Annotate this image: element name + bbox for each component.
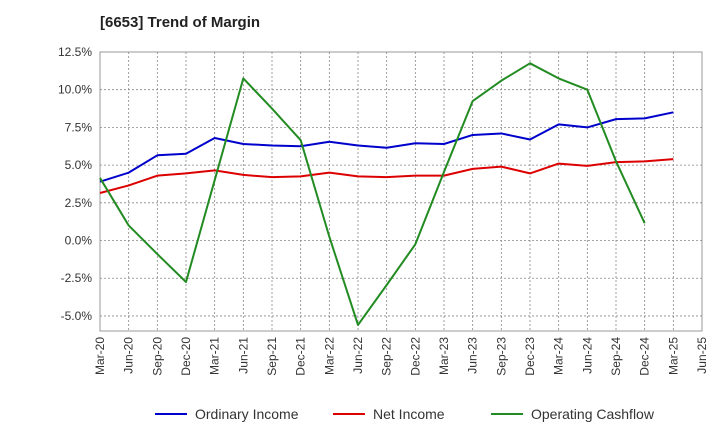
x-tick-label: Dec-22 xyxy=(408,337,422,376)
legend-label: Operating Cashflow xyxy=(531,406,655,422)
series-line-ordinary-income xyxy=(99,111,674,183)
x-tick-label: Mar-21 xyxy=(208,337,222,375)
x-tick-label: Dec-20 xyxy=(179,337,193,376)
y-tick-label: 7.5% xyxy=(65,120,93,134)
x-tick-label: Sep-20 xyxy=(150,337,164,376)
x-tick-label: Jun-20 xyxy=(122,337,136,374)
x-tick-label: Jun-21 xyxy=(236,337,250,374)
legend-label: Ordinary Income xyxy=(195,406,299,422)
axes: 12.5%10.0%7.5%5.0%2.5%0.0%-2.5%-5.0%Mar-… xyxy=(58,45,709,376)
x-tick-label: Mar-20 xyxy=(93,337,107,375)
x-tick-label: Jun-24 xyxy=(580,337,594,374)
y-tick-label: 12.5% xyxy=(58,45,92,59)
legend-label: Net Income xyxy=(373,406,445,422)
series-line-net-income xyxy=(99,158,674,194)
x-tick-label: Dec-24 xyxy=(638,337,652,376)
x-tick-label: Sep-22 xyxy=(380,337,394,376)
y-tick-label: 2.5% xyxy=(65,196,93,210)
chart-title: [6653] Trend of Margin xyxy=(100,14,261,31)
legend-item-ordinary-income: Ordinary Income xyxy=(155,406,299,422)
legend-item-net-income: Net Income xyxy=(333,406,445,422)
x-tick-label: Jun-23 xyxy=(466,337,480,374)
x-tick-label: Mar-23 xyxy=(437,337,451,375)
y-tick-label: -2.5% xyxy=(61,271,93,285)
y-tick-label: 0.0% xyxy=(65,234,93,248)
x-tick-label: Mar-25 xyxy=(666,337,680,375)
plot-frame xyxy=(99,51,703,332)
y-tick-label: -5.0% xyxy=(61,309,93,323)
y-tick-label: 10.0% xyxy=(58,83,92,97)
legend: Ordinary Income Net Income Operating Cashf… xyxy=(155,406,655,422)
x-tick-label: Jun-25 xyxy=(695,337,709,374)
series-lines xyxy=(99,62,674,326)
x-tick-label: Mar-24 xyxy=(552,337,566,375)
x-tick-label: Dec-21 xyxy=(294,337,308,376)
x-tick-label: Sep-24 xyxy=(609,337,623,376)
legend-item-operating-cashflow: Operating Cashflow xyxy=(491,406,655,422)
x-tick-label: Mar-22 xyxy=(322,337,336,375)
series-line-operating-cashflow xyxy=(99,62,646,326)
grid-lines xyxy=(99,51,703,332)
x-tick-label: Sep-23 xyxy=(494,337,508,376)
x-tick-label: Jun-22 xyxy=(351,337,365,374)
x-tick-label: Dec-23 xyxy=(523,337,537,376)
y-tick-label: 5.0% xyxy=(65,158,93,172)
x-tick-label: Sep-21 xyxy=(265,337,279,376)
